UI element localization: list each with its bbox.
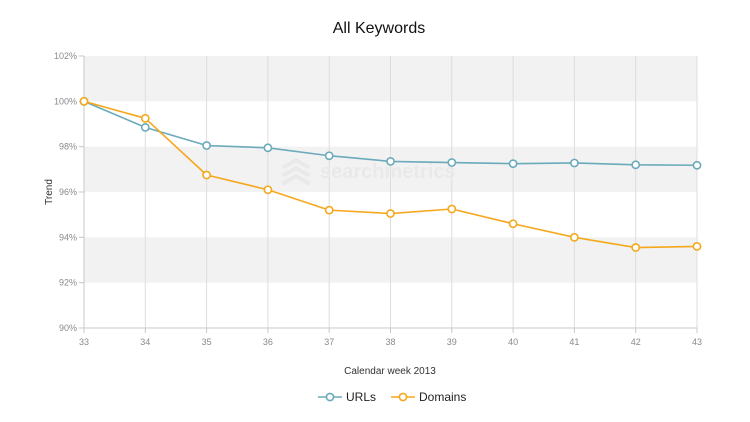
domains-point	[447, 204, 457, 214]
x-tick-labels: 33 34 35 36 37 38 39 40 41 42 43	[79, 337, 702, 347]
domains-point	[202, 170, 211, 180]
legend-item-urls: URLs	[318, 390, 376, 404]
x-tick-label: 43	[692, 337, 702, 347]
x-tick-label: 35	[202, 337, 212, 347]
x-tick-label: 34	[140, 337, 150, 347]
y-tick-labels: 90% 92% 94% 96% 98% 100% 102%	[54, 51, 77, 333]
domains-point	[140, 113, 150, 123]
urls-point	[386, 156, 395, 166]
domains-point	[324, 205, 334, 215]
urls-point	[692, 160, 702, 170]
legend-marker	[325, 392, 335, 402]
x-tick-label: 42	[631, 337, 641, 347]
y-tick-label: 98%	[59, 142, 77, 152]
domains-point	[508, 219, 518, 229]
x-axis-label: Calendar week 2013	[344, 366, 436, 377]
urls-point	[263, 143, 273, 153]
x-tick-label: 37	[324, 337, 334, 347]
urls-point	[140, 123, 150, 132]
domains-point	[570, 232, 579, 242]
x-tick-label: 41	[569, 337, 579, 347]
domains-point	[631, 243, 641, 252]
legend: URLs Domains	[318, 390, 466, 404]
domains-point	[692, 241, 702, 251]
series-domains	[79, 96, 702, 252]
watermark-text: searchmetrics	[320, 161, 456, 183]
searchmetrics-logo-icon	[282, 158, 310, 185]
y-tick-label: 90%	[59, 323, 77, 333]
y-axis-label: Trend	[44, 179, 55, 205]
legend-label: URLs	[346, 390, 376, 404]
legend-item-domains: Domains	[391, 390, 466, 404]
urls-point	[324, 151, 334, 161]
watermark: searchmetrics	[282, 158, 456, 185]
y-tick-label: 94%	[59, 232, 77, 242]
x-tick-label: 33	[79, 337, 89, 347]
domains-point	[386, 209, 395, 218]
chart-title: All Keywords	[333, 20, 425, 37]
x-tick-label: 40	[508, 337, 518, 347]
legend-marker	[398, 392, 408, 402]
x-tick-label: 38	[385, 337, 395, 347]
urls-point	[447, 158, 457, 167]
y-tick-label: 102%	[54, 51, 77, 61]
y-tick-label: 100%	[54, 96, 77, 106]
legend-label: Domains	[419, 390, 466, 404]
y-tick-label: 96%	[59, 187, 77, 197]
urls-point	[508, 159, 518, 169]
series-lines	[79, 96, 702, 252]
domains-point	[79, 96, 89, 106]
y-tick-label: 92%	[59, 278, 77, 288]
domains-point	[263, 185, 273, 195]
urls-point	[202, 141, 211, 150]
urls-point	[631, 160, 641, 170]
x-tick-label: 36	[263, 337, 273, 347]
urls-point	[570, 158, 579, 168]
x-tick-label: 39	[447, 337, 457, 347]
